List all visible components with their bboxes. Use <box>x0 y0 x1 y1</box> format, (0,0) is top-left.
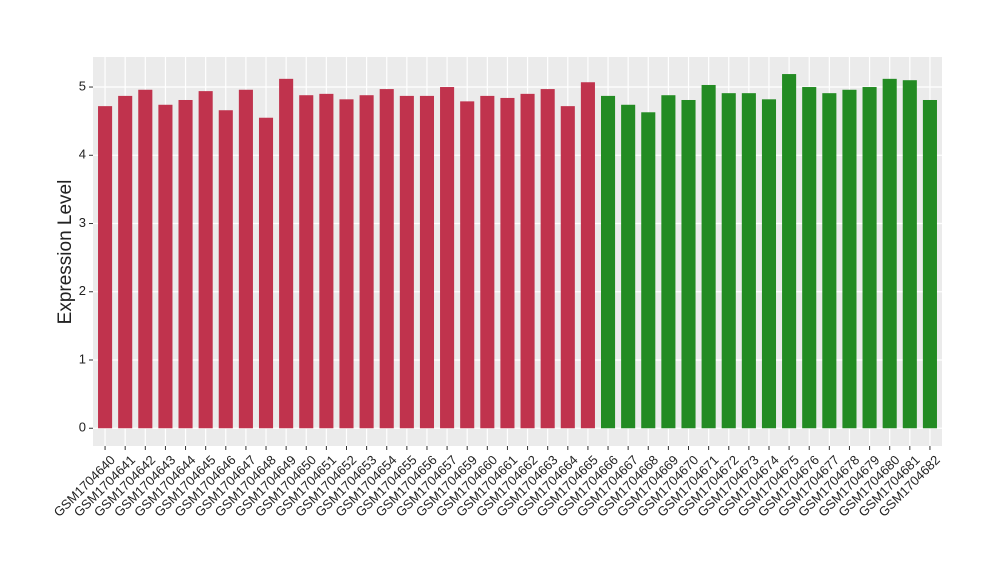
bar <box>399 95 414 429</box>
bar <box>520 93 535 429</box>
bar <box>721 93 736 429</box>
y-tick-label: 5 <box>79 78 86 93</box>
y-tick-label: 3 <box>79 215 86 230</box>
bar <box>279 78 294 429</box>
bar <box>922 99 937 429</box>
bar <box>842 89 857 429</box>
bar <box>138 89 153 429</box>
y-tick-label: 2 <box>79 283 86 298</box>
bar <box>540 89 555 429</box>
bar <box>339 99 354 429</box>
bar <box>319 93 334 429</box>
bar <box>882 78 897 429</box>
y-tick-label: 1 <box>79 351 86 366</box>
bar <box>862 87 877 429</box>
bar <box>802 87 817 429</box>
y-tick-label: 0 <box>79 420 86 435</box>
bar <box>379 89 394 429</box>
bar <box>198 91 213 429</box>
bar <box>600 95 616 429</box>
bar <box>359 95 374 429</box>
bar <box>158 104 173 429</box>
bar <box>621 104 636 429</box>
bar <box>460 101 475 429</box>
bar <box>118 95 133 429</box>
bar <box>419 95 435 429</box>
bar <box>902 80 917 429</box>
bar <box>761 99 777 429</box>
bar <box>822 93 837 429</box>
bar <box>500 97 515 429</box>
bar <box>238 89 253 429</box>
bar <box>98 106 113 429</box>
bar <box>681 99 696 429</box>
bar <box>641 112 656 429</box>
bar <box>218 110 233 429</box>
y-tick-label: 4 <box>79 147 86 162</box>
y-axis-label: Expression Level <box>55 180 76 325</box>
bar <box>782 74 797 429</box>
bar <box>701 84 716 429</box>
bar <box>661 95 676 429</box>
bar <box>258 117 274 429</box>
bar <box>480 95 495 429</box>
bar <box>580 82 595 429</box>
bar <box>440 87 455 429</box>
bar <box>741 93 756 429</box>
bar <box>178 99 193 429</box>
bar <box>560 106 575 429</box>
bar <box>299 95 314 429</box>
plot-panel <box>93 57 942 446</box>
